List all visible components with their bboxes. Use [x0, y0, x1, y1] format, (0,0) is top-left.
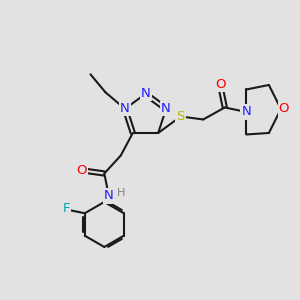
Text: O: O: [76, 164, 86, 177]
Text: H: H: [117, 188, 126, 198]
Text: N: N: [161, 102, 171, 115]
Text: N: N: [141, 87, 151, 101]
Text: N: N: [120, 102, 130, 115]
Text: O: O: [279, 103, 289, 116]
Text: S: S: [176, 110, 185, 123]
Text: N: N: [104, 190, 114, 202]
Text: O: O: [215, 78, 226, 91]
Text: N: N: [242, 106, 251, 118]
Text: F: F: [62, 202, 70, 215]
